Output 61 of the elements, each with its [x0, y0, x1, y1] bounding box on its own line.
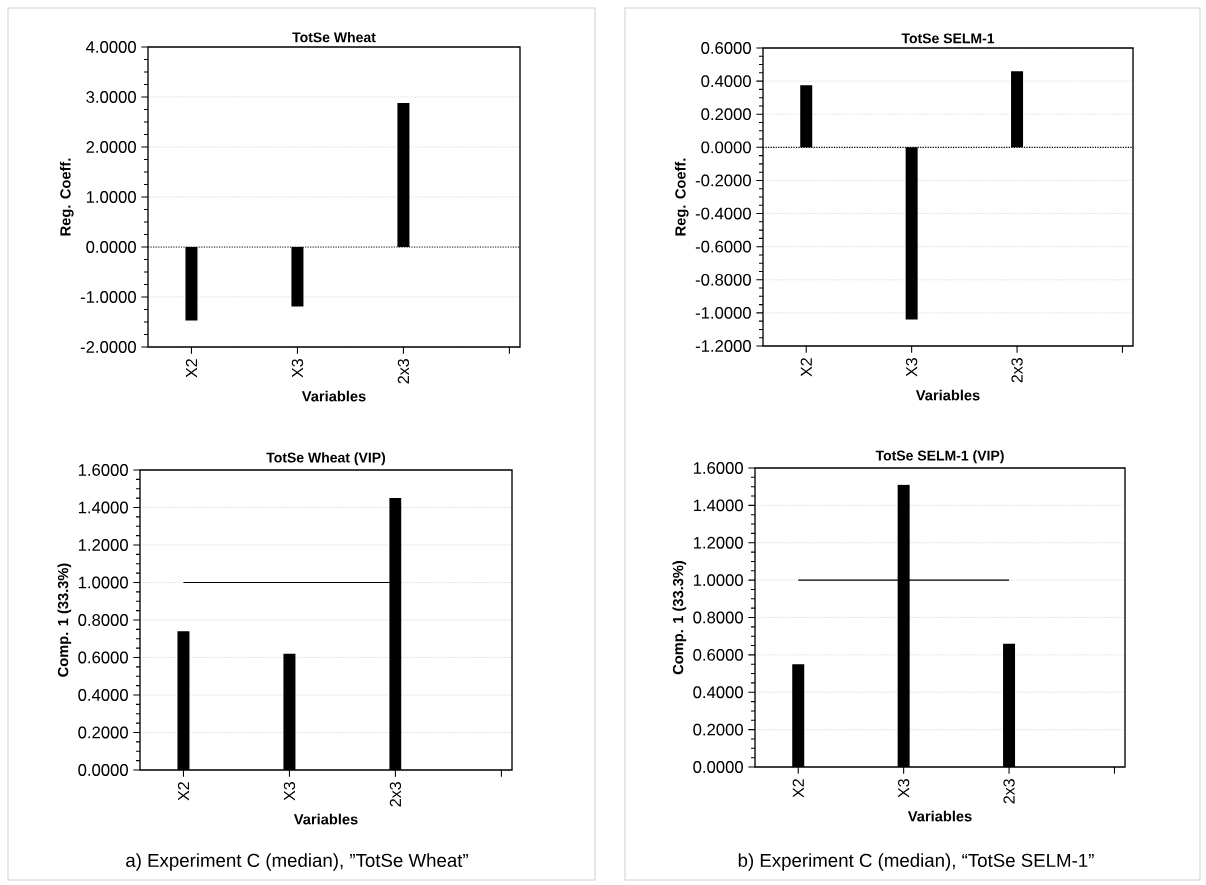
y-tick-label: 0.6000: [693, 648, 743, 661]
y-tick-label: -0.2000: [695, 174, 751, 187]
y-tick-label: 0.6000: [78, 651, 128, 664]
chart-title: TotSe Wheat: [292, 32, 376, 43]
y-tick-label: -1.2000: [695, 340, 751, 352]
y-tick-label: 0.4000: [701, 75, 751, 88]
y-tick-label: -1.0000: [695, 306, 751, 319]
y-tick-label: 0.8000: [693, 611, 743, 624]
y-tick-label: -1.0000: [80, 291, 136, 303]
y-tick-label: 1.2000: [693, 536, 743, 549]
y-tick-label: -0.4000: [695, 207, 751, 220]
y-tick-label: 0.2000: [693, 723, 743, 736]
x-tick-label: 2x3: [1003, 779, 1015, 804]
y-axis-title: Reg. Coeff.: [59, 158, 74, 236]
y-axis-title: Reg. Coeff.: [674, 158, 689, 236]
y-tick-label: 1.0000: [693, 574, 743, 587]
y-tick-label: 0.0000: [86, 241, 136, 253]
y-tick-label: 0.2000: [701, 108, 751, 121]
x-axis-title: Variables: [301, 390, 366, 402]
text: b) Experiment C (median), “TotSe SELM-1”: [738, 853, 1094, 871]
chart-title: TotSe SELM-1 (VIP): [875, 450, 1004, 464]
y-tick-label: 2.0000: [86, 141, 136, 153]
y-tick-label: -2.0000: [80, 341, 136, 353]
y-tick-label: 0.6000: [701, 42, 751, 54]
y-axis-title: Comp. 1 (33.3%): [57, 563, 72, 677]
x-axis-title: Variables: [907, 810, 972, 822]
x-tick-label: X3: [905, 358, 918, 377]
y-tick-label: 0.8000: [78, 614, 128, 626]
y-tick-label: 0.4000: [693, 686, 743, 699]
x-tick-label: X2: [177, 782, 190, 801]
y-tick-label: -0.8000: [695, 273, 751, 286]
x-tick-label: 2x3: [1011, 358, 1023, 383]
x-tick-label: X3: [283, 782, 296, 801]
y-tick-label: 1.4000: [78, 501, 128, 514]
chart-title: TotSe Wheat (VIP): [266, 452, 386, 466]
x-tick-label: X2: [800, 358, 812, 377]
y-tick-label: 4.0000: [86, 41, 136, 53]
y-tick-label: 0.0000: [78, 764, 128, 776]
y-tick-label: 1.0000: [78, 576, 128, 589]
x-tick-label: 2x3: [397, 359, 410, 384]
y-tick-label: 0.2000: [78, 726, 128, 739]
y-tick-label: 1.0000: [86, 191, 136, 203]
y-axis-title: Comp. 1 (33.3%): [672, 560, 687, 675]
chart-title: TotSe SELM-1: [901, 33, 995, 44]
y-tick-label: 1.2000: [78, 539, 128, 551]
y-tick-label: 1.4000: [693, 499, 743, 512]
x-axis-title: Variables: [915, 389, 980, 401]
y-tick-label: 3.0000: [86, 91, 136, 103]
x-tick-label: X3: [291, 359, 304, 378]
y-tick-label: 1.6000: [693, 462, 743, 474]
y-tick-label: 1.6000: [78, 464, 128, 476]
x-tick-label: X2: [185, 359, 198, 378]
y-tick-label: 0.0000: [701, 141, 751, 154]
y-tick-label: 0.0000: [693, 761, 743, 773]
text: a) Experiment C (median), ”TotSe Wheat”: [126, 853, 468, 871]
y-tick-label: -0.6000: [695, 240, 751, 253]
y-tick-label: 0.4000: [78, 689, 128, 701]
x-tick-label: X3: [897, 779, 910, 798]
x-axis-title: Variables: [293, 813, 358, 825]
x-tick-label: X2: [792, 779, 804, 798]
x-tick-label: 2x3: [389, 782, 402, 807]
